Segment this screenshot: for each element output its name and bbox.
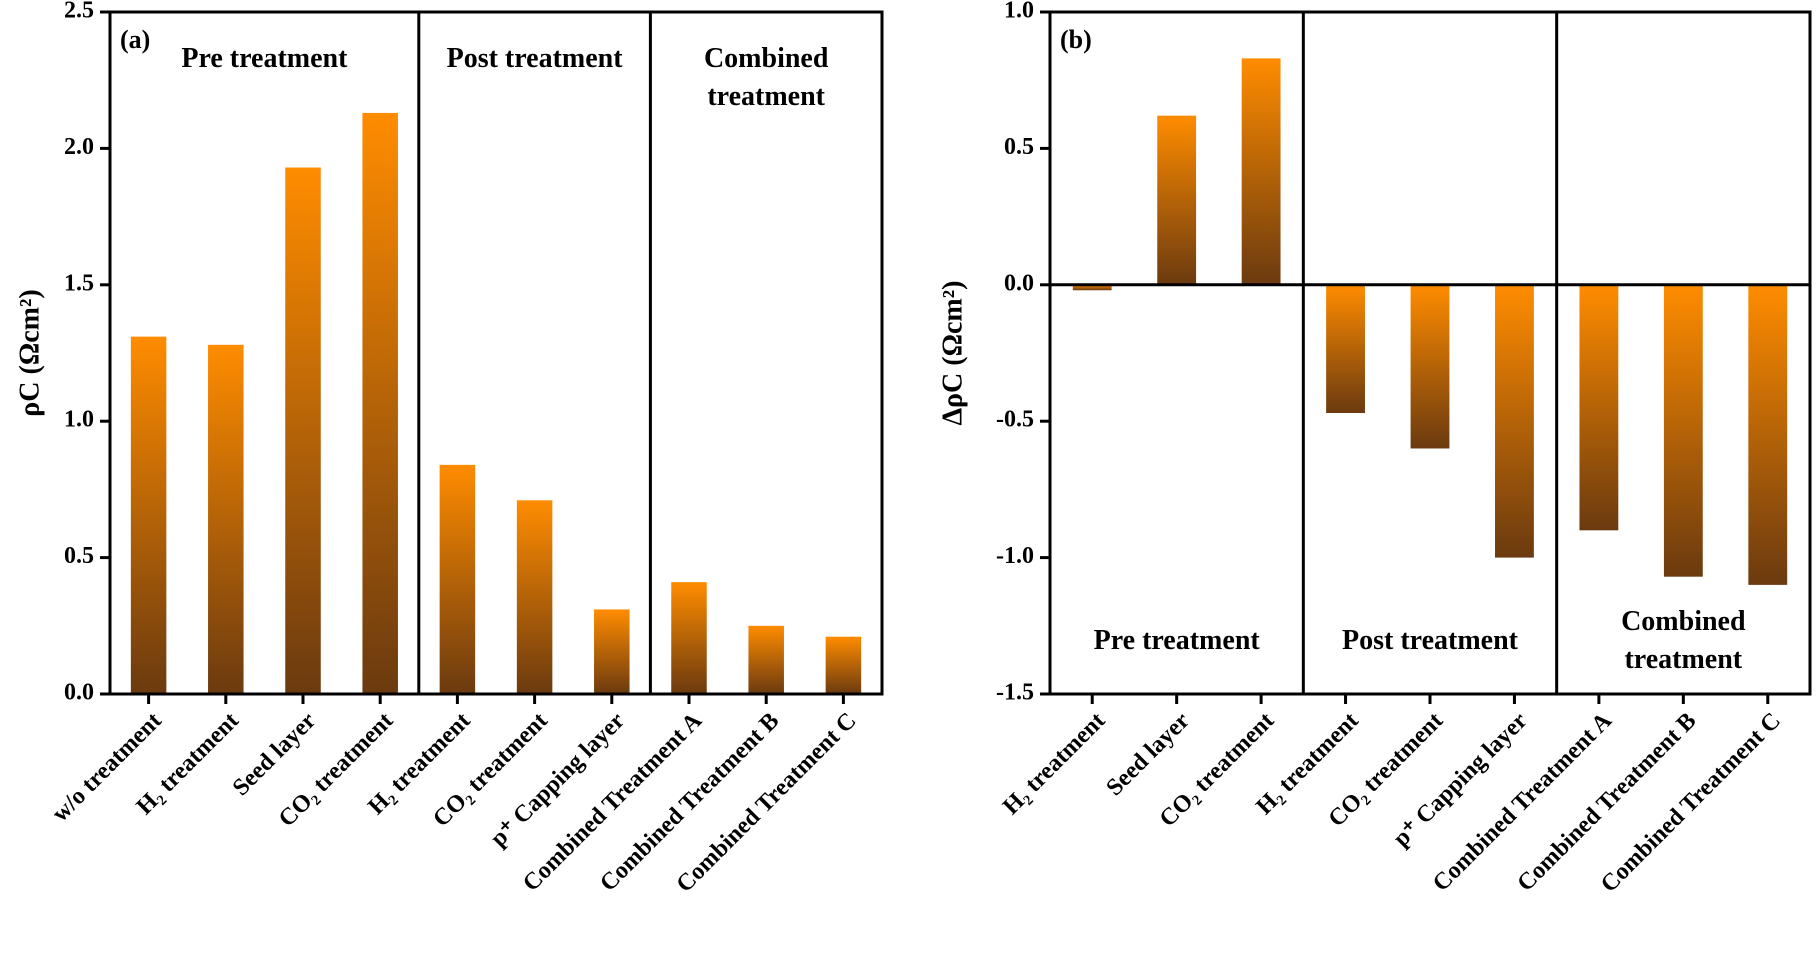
bar [1748, 284, 1788, 585]
group-annotation: Pre treatment [1093, 625, 1260, 656]
y-tick-label: 0.0 [64, 680, 94, 706]
group-annotation: Combined treatment [703, 43, 829, 112]
bar [130, 336, 167, 694]
y-tick-label: 1.5 [64, 270, 94, 296]
bar [1072, 284, 1112, 291]
plot-frame [108, 10, 884, 696]
y-tick-label: 0.5 [1004, 134, 1034, 160]
bar [516, 500, 553, 694]
group-annotation: Post treatment [446, 43, 623, 74]
y-tick-label: 0.5 [64, 543, 94, 569]
bar [594, 609, 630, 694]
bar [1241, 58, 1281, 285]
y-tick-label: 2.5 [64, 0, 94, 24]
bar [1157, 115, 1197, 285]
bar [1495, 284, 1534, 558]
bar [748, 625, 784, 694]
y-tick-label: 1.0 [64, 407, 94, 433]
y-tick-label: 0.0 [1004, 270, 1034, 296]
y-tick-label: -1.5 [996, 680, 1034, 706]
y-tick-label: -0.5 [996, 407, 1034, 433]
bar [362, 112, 398, 695]
plot-frame [1048, 10, 1812, 696]
y-tick-label: -1.0 [996, 543, 1034, 569]
group-annotation: Combined treatment [1621, 606, 1746, 675]
bar [208, 344, 244, 694]
y-tick-label: 2.0 [64, 134, 94, 160]
bar [825, 636, 862, 694]
panel-label: (b) [1060, 25, 1092, 54]
bar [1326, 284, 1365, 414]
bar [1410, 284, 1450, 449]
y-tick-label: 1.0 [1004, 0, 1034, 24]
bar [671, 582, 707, 694]
y-axis-label: ρC (Ωcm²) [14, 289, 45, 416]
group-annotation: Pre treatment [181, 43, 348, 74]
panel-label: (a) [120, 25, 150, 54]
x-tick-label: p⁺ Capping layer [486, 708, 631, 853]
y-axis-label: ΔρC (Ωcm²) [937, 281, 968, 426]
bar [439, 464, 476, 694]
bar [1579, 284, 1619, 531]
bar [1663, 284, 1703, 577]
group-annotation: Post treatment [1342, 625, 1518, 656]
bar [285, 167, 321, 695]
x-tick-label: H₂ treatment [998, 708, 1110, 820]
